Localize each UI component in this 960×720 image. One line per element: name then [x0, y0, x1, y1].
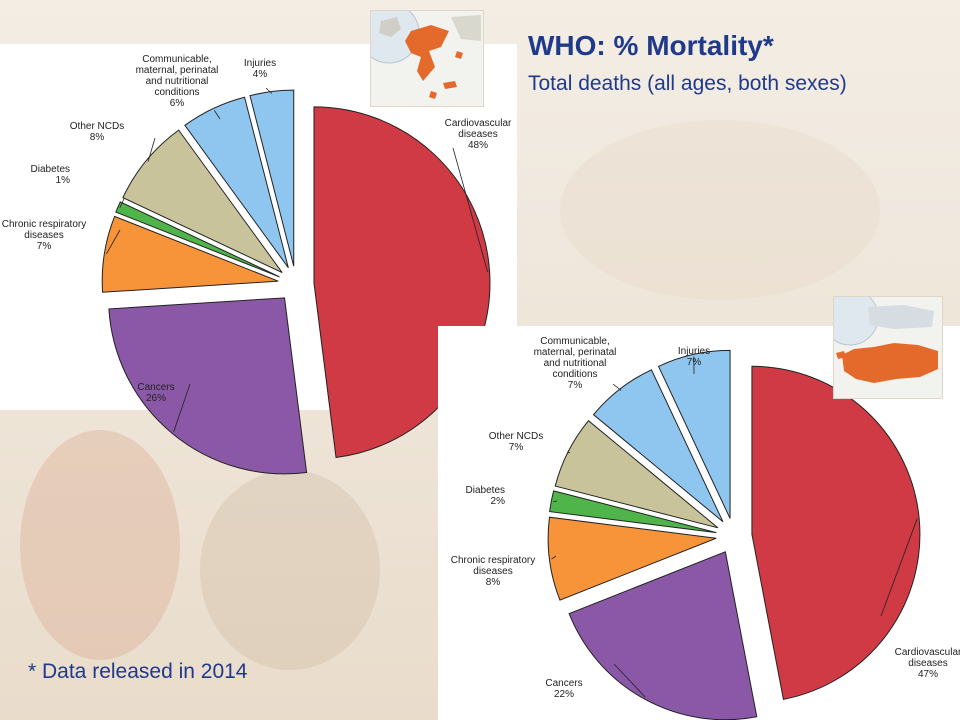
slice-label-other_ncds: Other NCDs 8%: [70, 121, 124, 143]
slice-label-cancers: Cancers 26%: [137, 382, 174, 404]
leader-line-other_ncds: [566, 452, 571, 454]
leader-line-cancers: [613, 663, 646, 698]
leader-line-chronic_respiratory: [106, 229, 121, 255]
leader-line-communicable: [213, 110, 221, 120]
leader-line-other_ncds: [147, 137, 156, 162]
leader-line-cardiovascular: [880, 518, 918, 617]
leader-line-injuries: [265, 87, 273, 94]
slice-label-injuries: Injuries 7%: [678, 346, 710, 368]
leader-line-diabetes: [553, 500, 558, 502]
fresco-decoration: [200, 470, 380, 670]
leader-line-chronic_respiratory: [551, 555, 557, 560]
slice-label-chronic_respiratory: Chronic respiratory diseases 7%: [2, 219, 86, 252]
turkey-map: [821, 288, 943, 399]
greece-map: [358, 2, 484, 107]
pie-slice-communicable: [592, 369, 724, 523]
turkey-chart-panel: Cardiovascular diseases 47% Cancers 22% Chron…: [438, 326, 960, 720]
pie-slice-chronic_respiratory: [547, 516, 717, 601]
leader-line-communicable: [612, 383, 622, 391]
leader-line-cancers: [173, 383, 191, 433]
turkey-pie-chart: Cardiovascular diseases 47% Cancers 22% Chron…: [451, 336, 960, 720]
pie-slice-cardiovascular: [751, 365, 921, 700]
pie-slice-diabetes: [549, 490, 717, 534]
pie-slice-injuries: [657, 349, 731, 519]
slice-label-cardiovascular: Cardiovascular diseases 48%: [445, 118, 512, 151]
slice-label-cardiovascular: Cardiovascular diseases 47%: [895, 647, 960, 680]
slide-subtitle: Total deaths (all ages, both sexes): [528, 72, 847, 95]
pie-slice-other_ncds: [122, 129, 283, 273]
pie-slice-cancers: [108, 297, 308, 475]
pie-slice-chronic_respiratory: [101, 215, 279, 293]
slice-label-communicable: Communicable, maternal, perinatal and nutr…: [136, 54, 219, 109]
slice-label-cancers: Cancers 22%: [545, 678, 582, 700]
slice-label-injuries: Injuries 4%: [244, 58, 276, 80]
slice-label-diabetes: Diabetes 1%: [31, 164, 71, 186]
pie-slice-diabetes: [115, 201, 280, 278]
slice-label-other_ncds: Other NCDs 7%: [489, 431, 543, 453]
leader-line-cardiovascular: [452, 147, 489, 273]
slide-title: WHO: % Mortality*: [528, 30, 774, 61]
pie-slice-communicable: [184, 96, 289, 269]
footnote: * Data released in 2014: [28, 660, 248, 683]
greece-map-icon: [358, 2, 481, 99]
slice-label-chronic_respiratory: Chronic respiratory diseases 8%: [451, 555, 535, 588]
pie-slice-injuries: [249, 89, 295, 267]
fresco-decoration: [20, 430, 180, 660]
slice-label-diabetes: Diabetes 2%: [466, 485, 506, 507]
turkey-map-icon: [821, 288, 938, 383]
slice-label-communicable: Communicable, maternal, perinatal and nutr…: [534, 336, 617, 391]
fresco-decoration: [560, 120, 880, 300]
pie-slice-other_ncds: [554, 420, 719, 529]
